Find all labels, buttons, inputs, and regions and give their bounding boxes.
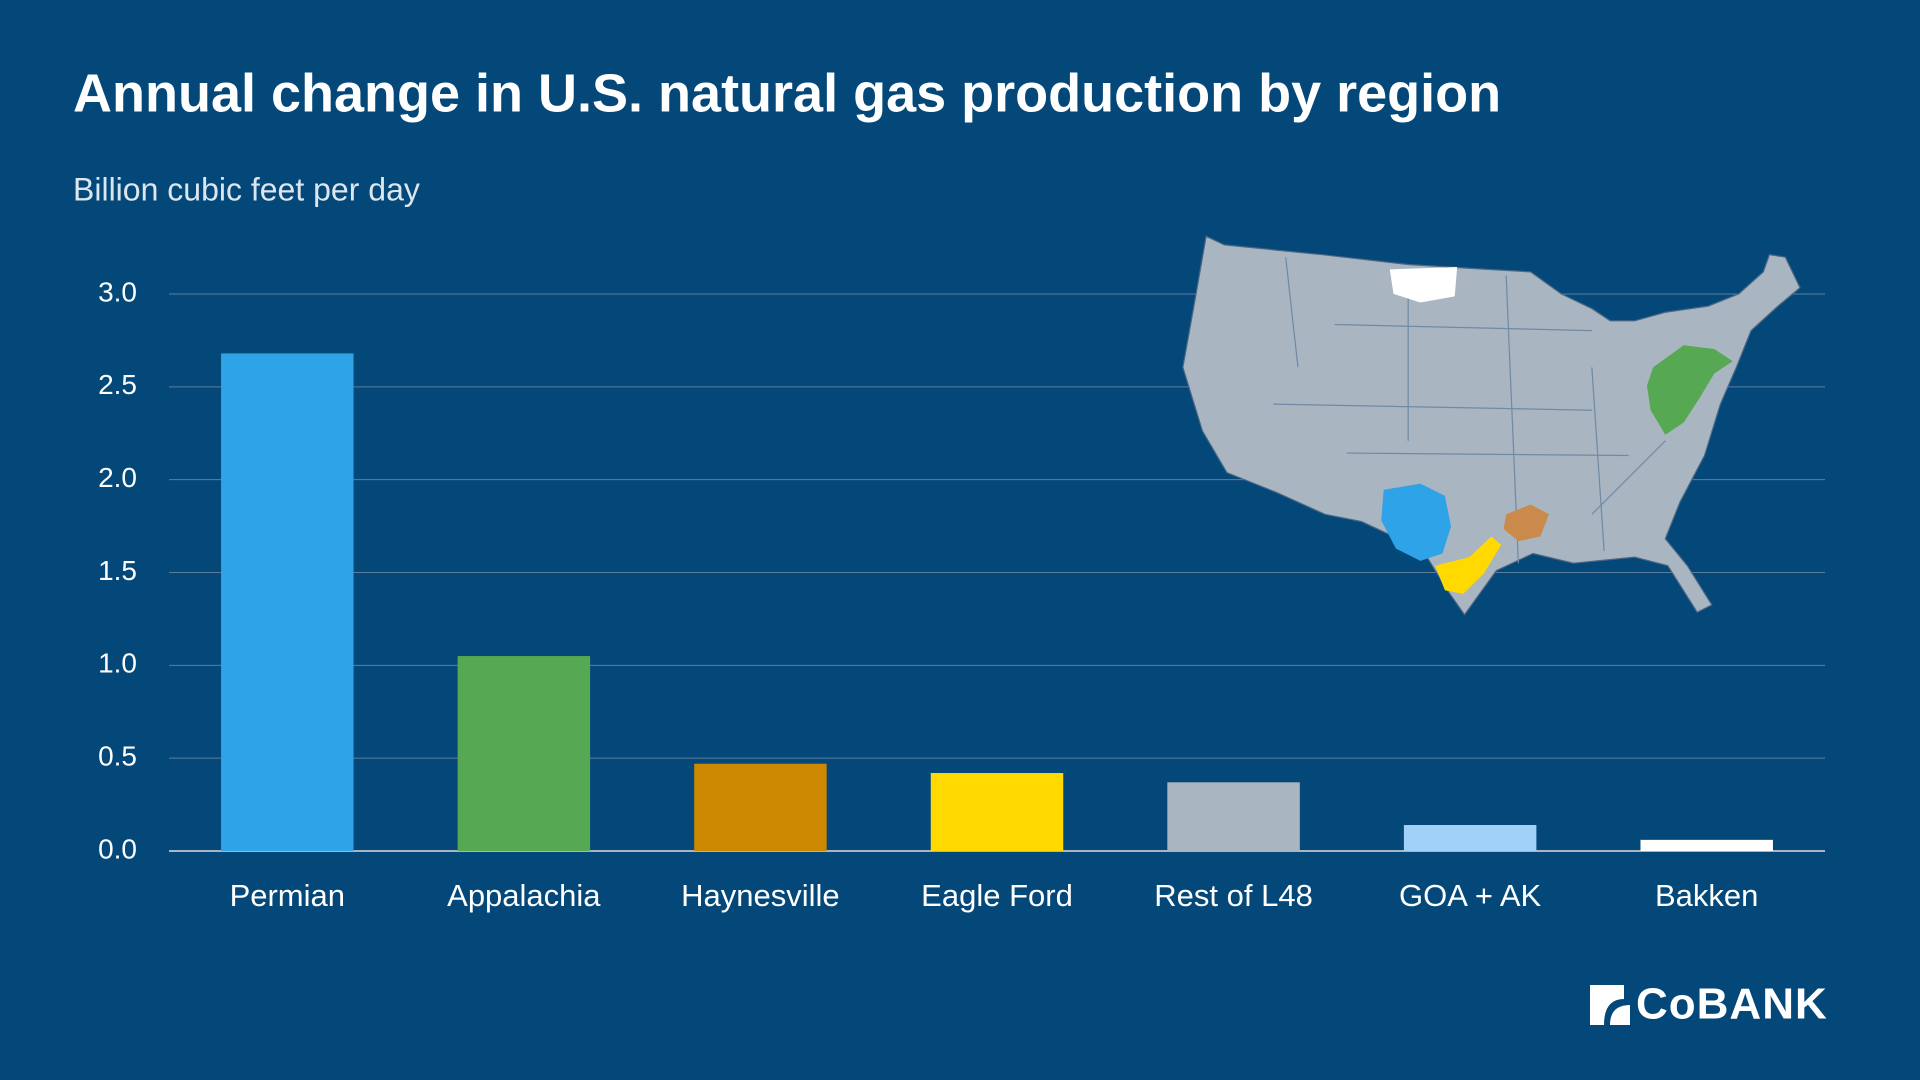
y-tick-label: 2.0 — [98, 462, 137, 493]
y-tick-label: 3.0 — [98, 276, 137, 307]
chart-title: Annual change in U.S. natural gas produc… — [73, 63, 1501, 123]
y-tick-label: 2.5 — [98, 369, 137, 400]
bar — [1167, 782, 1300, 851]
x-tick-label: Appalachia — [447, 878, 601, 913]
x-tick-label: Eagle Ford — [921, 878, 1073, 913]
logo-icon-part — [1610, 1005, 1630, 1025]
x-tick-label: Permian — [230, 878, 345, 913]
chart-subtitle: Billion cubic feet per day — [73, 171, 420, 207]
x-tick-label: Haynesville — [681, 878, 840, 913]
bar — [694, 763, 827, 851]
bar — [457, 656, 591, 851]
bar — [1403, 825, 1537, 851]
map-permian — [1381, 483, 1452, 561]
x-tick-label: Rest of L48 — [1154, 878, 1313, 913]
x-tick-label: GOA + AK — [1399, 878, 1541, 913]
us-map — [1182, 235, 1801, 616]
map-haynesville — [1503, 504, 1549, 542]
map-borders — [1273, 257, 1666, 564]
x-tick-label: Bakken — [1655, 878, 1758, 913]
bar — [221, 353, 354, 851]
y-tick-label: 0.0 — [98, 833, 137, 864]
y-tick-label: 1.5 — [98, 555, 137, 586]
logo: CoBANK — [1590, 980, 1828, 1029]
map-appalachia — [1646, 345, 1733, 435]
logo-text: CoBANK — [1636, 980, 1828, 1029]
map-eagle-ford — [1435, 536, 1502, 594]
y-tick-label: 0.5 — [98, 741, 137, 772]
map-bakken — [1389, 266, 1458, 303]
logo-icon — [1590, 985, 1624, 1025]
map-outline — [1182, 235, 1801, 616]
bar — [1640, 839, 1773, 851]
y-tick-label: 1.0 — [98, 648, 137, 679]
bar — [930, 773, 1064, 851]
